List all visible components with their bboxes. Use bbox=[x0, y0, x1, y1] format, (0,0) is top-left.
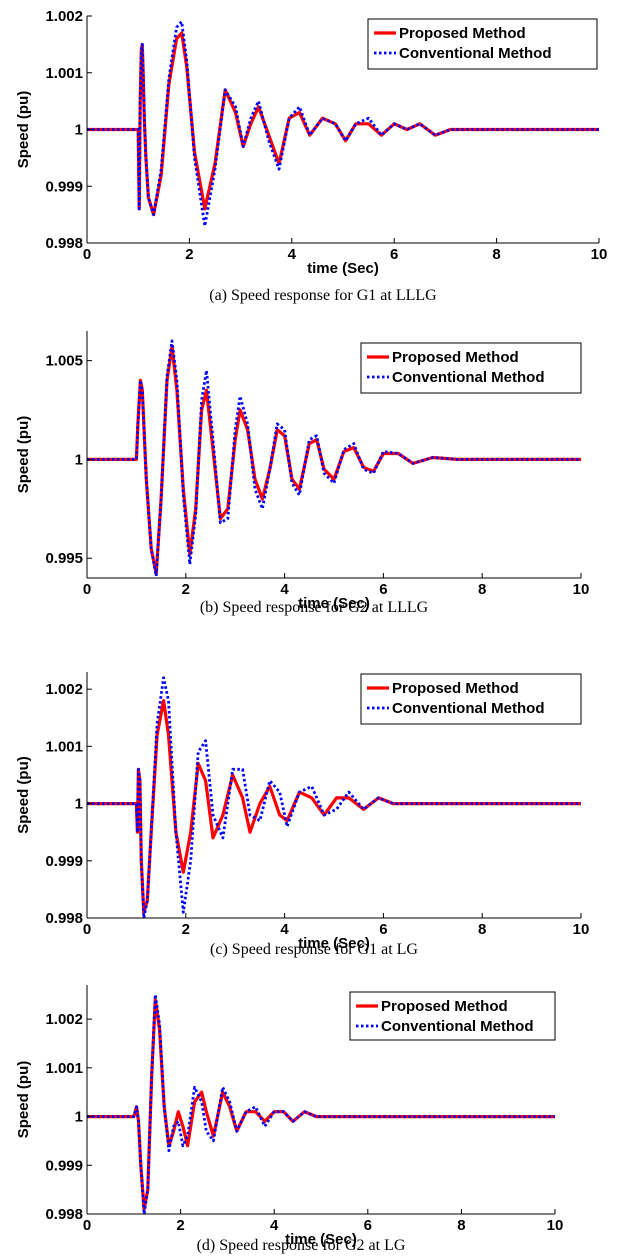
x-tick-label: 2 bbox=[182, 581, 190, 598]
x-tick-label: 10 bbox=[573, 581, 590, 598]
x-tick-label: 10 bbox=[591, 246, 608, 263]
y-tick-label: 1.002 bbox=[45, 1011, 83, 1028]
x-tick-label: 10 bbox=[547, 1217, 564, 1234]
y-tick-label: 1 bbox=[75, 451, 83, 468]
figure-caption: (a) Speed response for G1 at LLLG bbox=[209, 287, 437, 304]
x-tick-label: 0 bbox=[83, 246, 91, 263]
x-tick-label: 8 bbox=[478, 581, 486, 598]
y-tick-label: 1.001 bbox=[45, 738, 83, 755]
x-tick-label: 0 bbox=[83, 1217, 91, 1234]
legend: Proposed Method Conventional Method bbox=[349, 991, 556, 1041]
y-tick-label: 0.999 bbox=[45, 853, 83, 870]
legend-box bbox=[367, 18, 598, 70]
y-tick-label: 0.995 bbox=[45, 550, 83, 567]
y-tick-label: 0.999 bbox=[45, 1157, 83, 1174]
x-tick-label: 2 bbox=[185, 246, 193, 263]
y-tick-label: 0.998 bbox=[45, 910, 83, 927]
legend-label-proposed: Proposed Method bbox=[392, 680, 519, 697]
x-tick-label: 4 bbox=[280, 921, 289, 938]
x-axis-label: time (Sec) bbox=[307, 260, 379, 277]
legend-label-conventional: Conventional Method bbox=[399, 45, 552, 62]
legend-label-proposed: Proposed Method bbox=[392, 349, 519, 366]
y-tick-label: 0.998 bbox=[45, 235, 83, 252]
legend: Proposed Method Conventional Method bbox=[360, 342, 582, 394]
x-tick-label: 4 bbox=[270, 1217, 279, 1234]
series-group bbox=[87, 339, 581, 578]
figure-caption: (c) Speed response for G1 at LG bbox=[210, 941, 418, 958]
series-line-conventional bbox=[87, 993, 555, 1214]
x-tick-label: 0 bbox=[83, 921, 91, 938]
x-axis-label: time (Sec) bbox=[298, 935, 370, 952]
x-tick-label: 6 bbox=[390, 246, 398, 263]
y-axis-label: Speed (pu) bbox=[15, 416, 32, 494]
legend-label-conventional: Conventional Method bbox=[392, 700, 545, 717]
y-tick-label: 1.002 bbox=[45, 681, 83, 698]
x-tick-label: 6 bbox=[379, 921, 387, 938]
x-axis-label: time (Sec) bbox=[285, 1231, 357, 1248]
chart-panel-3: 0 2 4 6 8 10 0.998 0.999 1 1.001 1.002 time (Sec) Sp… bbox=[15, 985, 563, 1254]
y-tick-label: 1 bbox=[75, 122, 83, 139]
y-tick-label: 1 bbox=[75, 796, 83, 813]
legend-label-conventional: Conventional Method bbox=[392, 369, 545, 386]
x-tick-label: 0 bbox=[83, 581, 91, 598]
x-tick-label: 2 bbox=[176, 1217, 184, 1234]
legend: Proposed Method Conventional Method bbox=[367, 18, 598, 70]
series-group bbox=[87, 20, 599, 228]
x-axis-label: time (Sec) bbox=[298, 595, 370, 612]
x-tick-label: 2 bbox=[182, 921, 190, 938]
legend-box bbox=[360, 673, 582, 725]
series-line-conventional bbox=[87, 20, 599, 228]
x-tick-label: 4 bbox=[280, 581, 289, 598]
x-tick-label: 8 bbox=[457, 1217, 465, 1234]
y-axis-label: Speed (pu) bbox=[15, 756, 32, 834]
series-line-conventional bbox=[87, 676, 581, 918]
chart-panel-0: 0 2 4 6 8 10 0.998 0.999 1 1.001 1.002 time (Sec) Sp… bbox=[15, 8, 607, 304]
y-axis-label: Speed (pu) bbox=[15, 91, 32, 169]
y-tick-label: 0.998 bbox=[45, 1206, 83, 1223]
legend-label-proposed: Proposed Method bbox=[381, 998, 508, 1015]
x-tick-label: 8 bbox=[478, 921, 486, 938]
series-group bbox=[87, 993, 555, 1214]
y-tick-label: 1.001 bbox=[45, 65, 83, 82]
legend-box bbox=[360, 342, 582, 394]
y-axis-label: Speed (pu) bbox=[15, 1061, 32, 1139]
chart-panel-1: 0 2 4 6 8 10 0.995 1 1.005 time (Sec) Speed (pu) Pr… bbox=[15, 331, 589, 616]
y-tick-label: 1.002 bbox=[45, 8, 83, 25]
x-tick-label: 4 bbox=[288, 246, 297, 263]
legend-label-conventional: Conventional Method bbox=[381, 1018, 534, 1035]
x-tick-label: 10 bbox=[573, 921, 590, 938]
figure-caption: (d) Speed response for G2 at LG bbox=[197, 1237, 406, 1254]
legend-box bbox=[349, 991, 556, 1041]
y-tick-label: 0.999 bbox=[45, 178, 83, 195]
series-group bbox=[87, 676, 581, 918]
x-tick-label: 6 bbox=[364, 1217, 372, 1234]
y-tick-label: 1.005 bbox=[45, 353, 83, 370]
y-tick-label: 1.001 bbox=[45, 1060, 83, 1077]
chart-panel-2: 0 2 4 6 8 10 0.998 0.999 1 1.001 1.002 time (Sec) Sp… bbox=[15, 672, 589, 958]
x-tick-label: 8 bbox=[492, 246, 500, 263]
legend: Proposed Method Conventional Method bbox=[360, 673, 582, 725]
figure-caption: (b) Speed response for G2 at LLLG bbox=[200, 599, 429, 616]
x-tick-label: 6 bbox=[379, 581, 387, 598]
y-tick-label: 1 bbox=[75, 1109, 83, 1126]
legend-label-proposed: Proposed Method bbox=[399, 25, 526, 42]
